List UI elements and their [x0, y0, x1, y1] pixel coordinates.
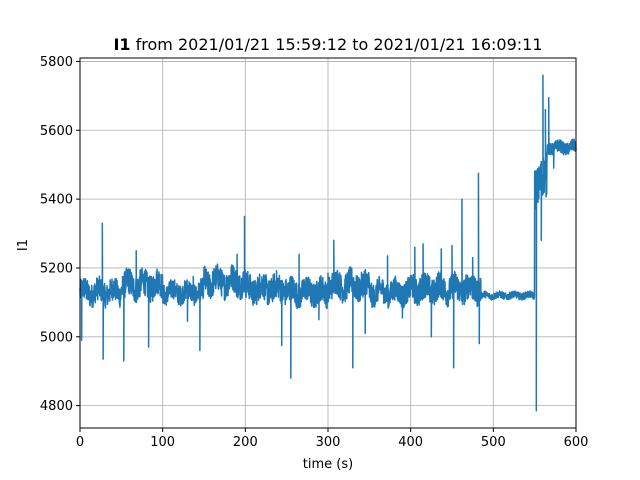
y-tick-label: 4800 [40, 399, 73, 414]
chart-title: I1 from 2021/01/21 15:59:12 to 2021/01/2… [113, 35, 542, 54]
x-tick-label: 600 [564, 435, 589, 450]
x-tick-label: 500 [481, 435, 506, 450]
y-axis-ticks: 4800 5000 5200 5400 5600 5800 [40, 55, 80, 414]
x-tick-label: 100 [150, 435, 175, 450]
chart-title-bold: I1 [113, 35, 130, 54]
y-tick-label: 5200 [40, 261, 73, 276]
y-axis-label: I1 [16, 239, 31, 251]
x-axis-label: time (s) [303, 457, 353, 472]
series-line-group [79, 74, 577, 412]
x-axis-ticks: 0 100 200 300 400 500 600 [76, 428, 589, 450]
chart-title-rest: from 2021/01/21 15:59:12 to 2021/01/21 1… [131, 35, 543, 54]
y-tick-label: 5600 [40, 124, 73, 139]
x-tick-label: 0 [76, 435, 84, 450]
x-tick-label: 300 [316, 435, 341, 450]
series-line-i1 [79, 74, 577, 412]
y-tick-label: 5800 [40, 55, 73, 70]
x-tick-label: 200 [233, 435, 258, 450]
x-tick-label: 400 [398, 435, 423, 450]
y-tick-label: 5400 [40, 193, 73, 208]
y-tick-label: 5000 [40, 330, 73, 345]
grid-lines [79, 58, 577, 428]
